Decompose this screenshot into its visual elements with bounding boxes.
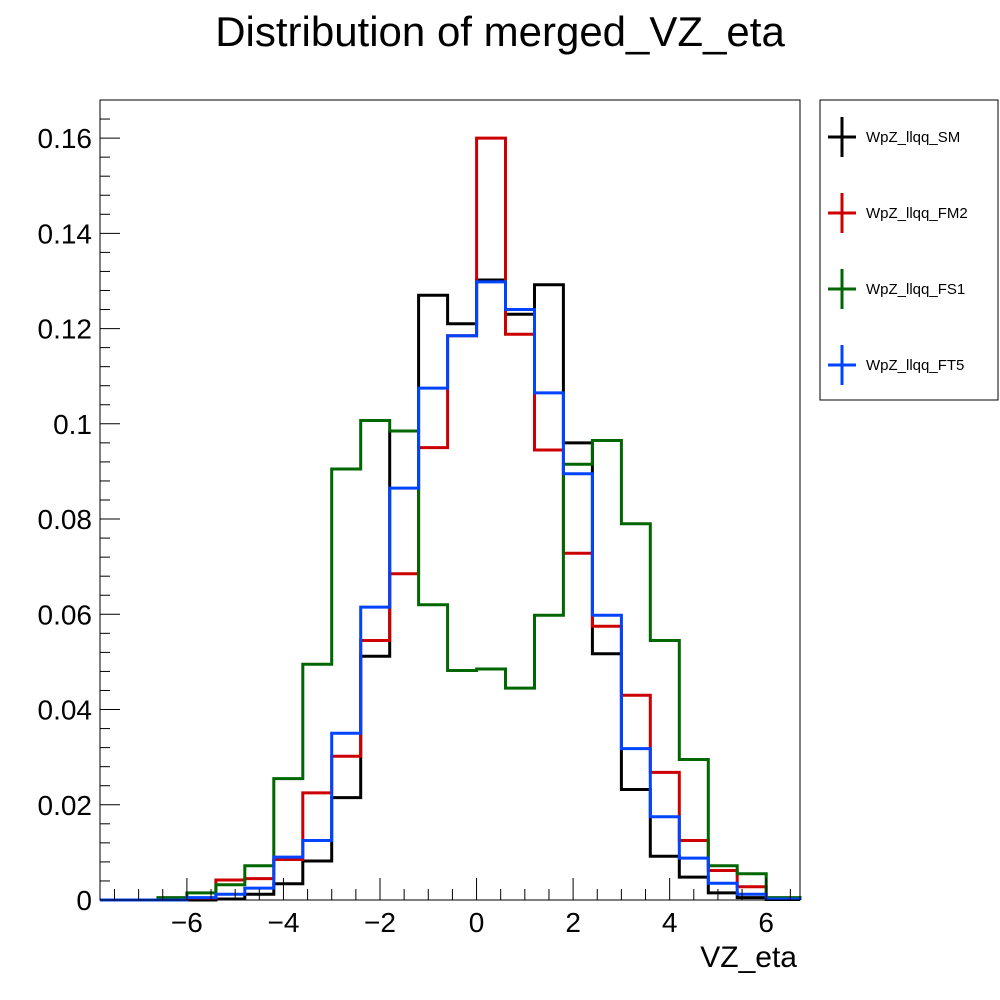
series-line-3 [100, 280, 802, 902]
y-tick-label: 0.1 [53, 409, 92, 440]
y-tick-label: 0.12 [38, 314, 93, 345]
x-tick-label: 2 [565, 907, 581, 938]
x-tick-label: 6 [758, 907, 774, 938]
legend-entry: WpZ_llqq_SM [828, 117, 960, 157]
legend-entry: WpZ_llqq_FM2 [828, 193, 968, 233]
legend-label: WpZ_llqq_FM2 [866, 205, 968, 222]
legend: WpZ_llqq_SM WpZ_llqq_FM2 WpZ_llqq_FS1 WpZ_l… [819, 99, 999, 401]
chart-title: Distribution of merged_VZ_eta [215, 8, 785, 55]
x-axis: −6 −4 −2 0 2 4 6 [113, 878, 791, 938]
y-tick-label: 0.08 [38, 504, 93, 535]
y-tick-label: 0.14 [38, 218, 93, 249]
series-line-2 [100, 419, 802, 902]
y-tick-label: 0.06 [38, 599, 93, 630]
x-tick-label: 4 [662, 907, 678, 938]
y-tick-label: 0.16 [38, 123, 93, 154]
x-tick-label: −2 [364, 907, 396, 938]
x-axis-label: VZ_eta [700, 941, 797, 974]
x-tick-label: −4 [267, 907, 299, 938]
legend-entry: WpZ_llqq_FT5 [828, 345, 964, 385]
legend-label: WpZ_llqq_FS1 [866, 281, 965, 298]
legend-label: WpZ_llqq_SM [866, 129, 960, 146]
y-axis: 0 0.02 0.04 0.06 0.08 0.1 0.12 0.14 0.16 [38, 99, 120, 916]
y-tick-label: 0.02 [38, 790, 93, 821]
x-tick-label: 0 [469, 907, 485, 938]
legend-box [819, 99, 999, 401]
y-tick-label: 0.04 [38, 695, 93, 726]
y-tick-label: 0 [76, 885, 92, 916]
x-tick-label: −6 [171, 907, 203, 938]
legend-entry: WpZ_llqq_FS1 [828, 269, 965, 309]
legend-label: WpZ_llqq_FT5 [866, 357, 964, 374]
